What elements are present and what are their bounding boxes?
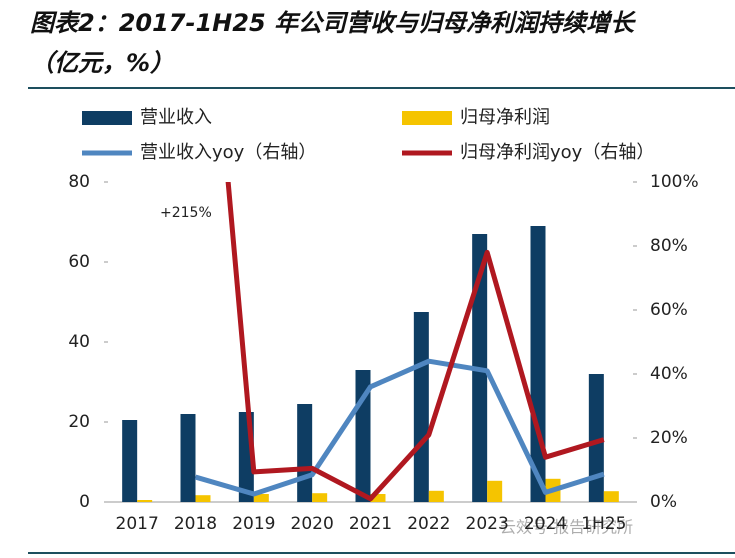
y-tick-label: 0 xyxy=(79,492,90,512)
y-tick-label: 40 xyxy=(68,332,90,352)
x-tick-label: 2018 xyxy=(174,514,217,534)
y-tick-label: 60 xyxy=(68,252,90,272)
y-tick-label: 20 xyxy=(68,412,90,432)
y2-tick-label: 80% xyxy=(650,236,688,256)
bar xyxy=(530,226,546,502)
x-tick-label: 2020 xyxy=(291,514,334,534)
plot-lines xyxy=(194,182,605,502)
chart-title: 图表2：2017-1H25 年公司营收与归母净利润持续增长 xyxy=(30,9,636,37)
chart-subtitle: （亿元，%） xyxy=(30,49,174,77)
bar xyxy=(413,312,429,502)
bar xyxy=(297,404,313,502)
line xyxy=(194,358,605,497)
x-tick-label: 2019 xyxy=(232,514,275,534)
bar xyxy=(603,491,619,502)
bar xyxy=(137,500,153,502)
legend-label: 营业收入 xyxy=(140,107,212,128)
watermark: 云效号·报告研究所 xyxy=(500,518,633,537)
bar xyxy=(428,490,444,502)
y-tick-label: 80 xyxy=(68,172,90,192)
line xyxy=(225,182,605,502)
bar xyxy=(312,493,328,502)
legend-label: 营业收入yoy（右轴） xyxy=(140,142,316,163)
x-tick-label: 2023 xyxy=(466,514,509,534)
bar xyxy=(122,420,138,502)
bar xyxy=(195,495,211,502)
bar xyxy=(487,480,503,502)
y2-tick-label: 60% xyxy=(650,300,688,320)
x-tick-label: 2017 xyxy=(116,514,159,534)
legend-swatch xyxy=(402,111,452,125)
annotation: +215% xyxy=(160,205,212,221)
bar xyxy=(180,414,196,502)
y2-tick-label: 100% xyxy=(650,172,699,192)
bar xyxy=(253,494,269,502)
bar xyxy=(588,374,604,502)
legend-label: 归母净利润 xyxy=(460,107,550,128)
x-tick-label: 2021 xyxy=(349,514,392,534)
bar xyxy=(370,494,386,502)
legend-swatch xyxy=(82,111,132,125)
y2-tick-label: 20% xyxy=(650,428,688,448)
y2-tick-label: 0% xyxy=(650,492,677,512)
x-tick-label: 1H25 xyxy=(581,514,626,534)
x-tick-label: 2024 xyxy=(524,514,567,534)
y2-tick-label: 40% xyxy=(650,364,688,384)
legend-label: 归母净利润yoy（右轴） xyxy=(460,142,654,163)
x-tick-label: 2022 xyxy=(407,514,450,534)
